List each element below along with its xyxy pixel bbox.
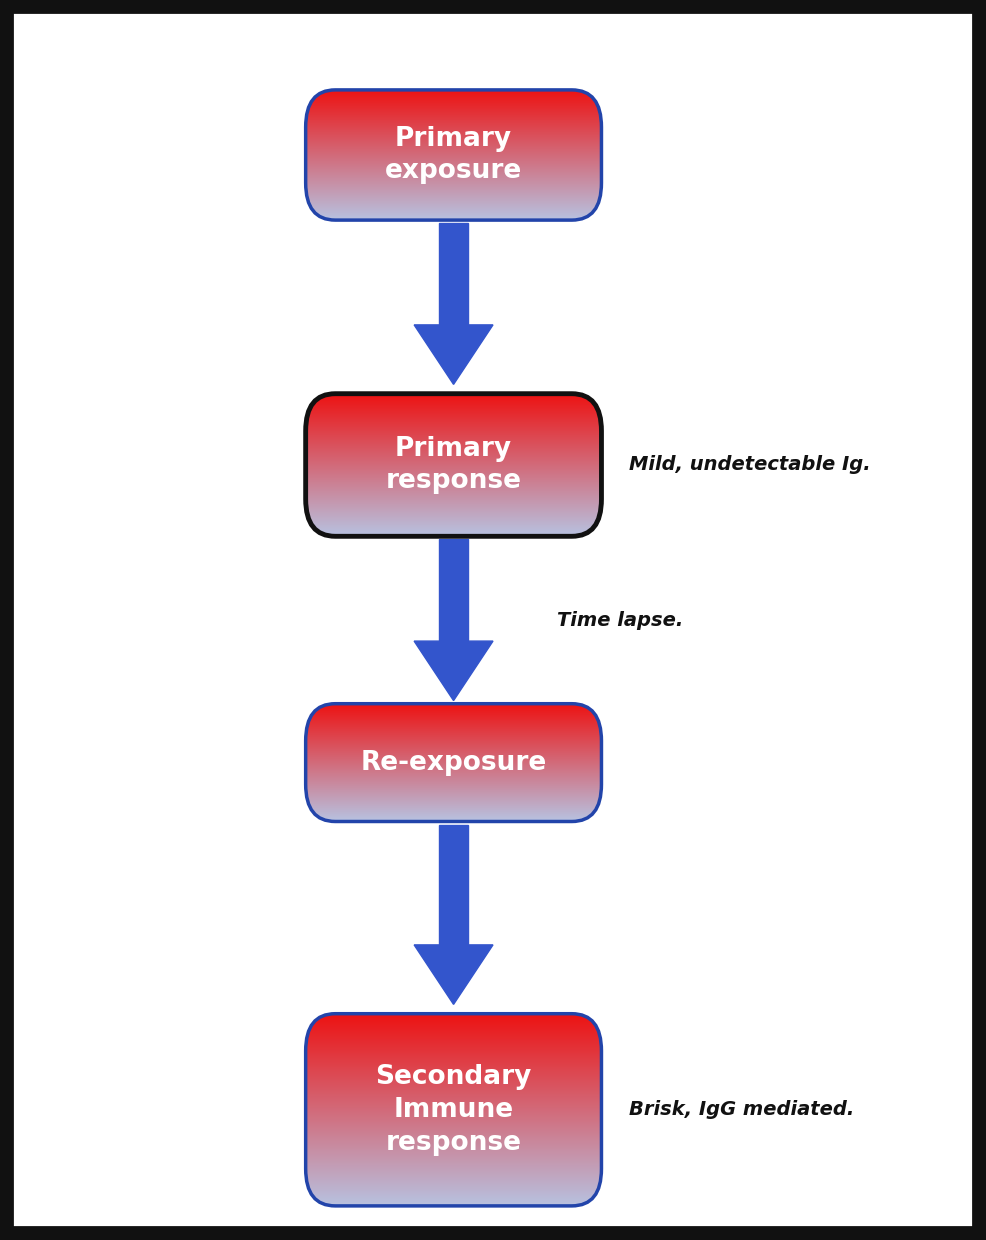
Bar bbox=[439, 539, 468, 641]
Text: Mild, undetectable Ig.: Mild, undetectable Ig. bbox=[629, 455, 871, 475]
Text: Primary
response: Primary response bbox=[386, 435, 522, 495]
Text: Secondary
Immune
response: Secondary Immune response bbox=[376, 1064, 531, 1156]
Bar bbox=[439, 223, 468, 325]
Polygon shape bbox=[414, 641, 493, 701]
Polygon shape bbox=[414, 945, 493, 1004]
Text: Brisk, IgG mediated.: Brisk, IgG mediated. bbox=[629, 1100, 854, 1120]
FancyBboxPatch shape bbox=[306, 704, 601, 821]
Bar bbox=[439, 825, 468, 945]
Text: Primary
exposure: Primary exposure bbox=[385, 125, 523, 185]
FancyBboxPatch shape bbox=[306, 1014, 601, 1205]
Text: Time lapse.: Time lapse. bbox=[557, 610, 683, 630]
Polygon shape bbox=[414, 325, 493, 384]
FancyBboxPatch shape bbox=[306, 91, 601, 221]
Text: Re-exposure: Re-exposure bbox=[361, 750, 546, 775]
FancyBboxPatch shape bbox=[306, 394, 601, 536]
